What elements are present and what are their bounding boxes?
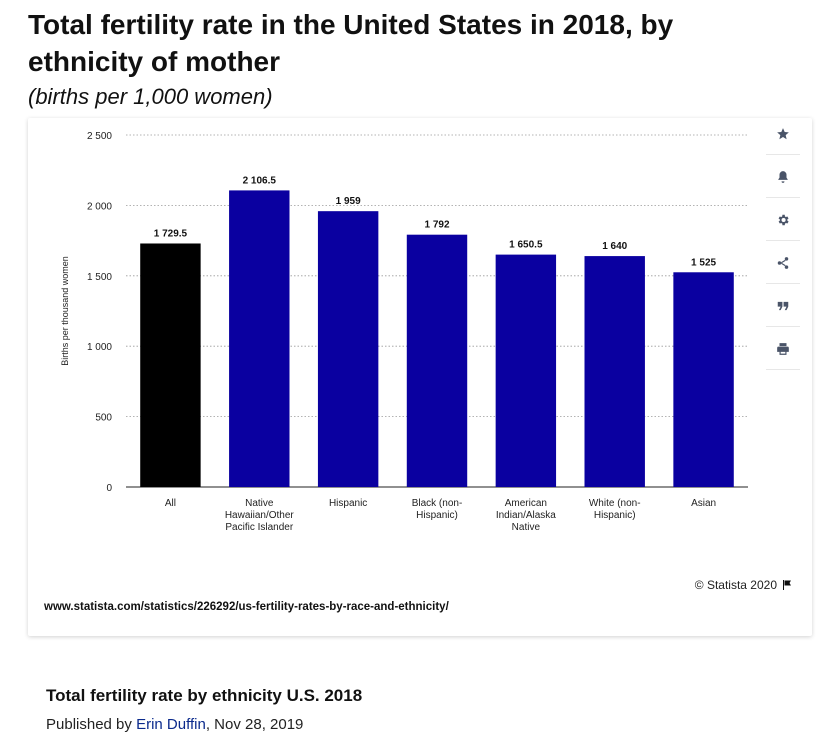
y-tick-label: 0: [106, 483, 112, 494]
settings-button[interactable]: [766, 204, 800, 241]
data-label: 1 792: [424, 220, 449, 231]
star-icon: [776, 127, 790, 146]
bell-icon: [776, 170, 790, 189]
quote-icon: [776, 299, 790, 318]
statistic-title: Total fertility rate by ethnicity U.S. 2…: [46, 686, 363, 705]
bar[interactable]: [229, 190, 290, 488]
x-tick-label: Asian: [691, 498, 716, 509]
copyright-notice: © Statista 2020: [695, 578, 793, 592]
data-label: 1 729.5: [154, 228, 188, 239]
published-line: Published by Erin Duffin, Nov 28, 2019: [46, 716, 303, 733]
x-tick-label: All: [165, 498, 176, 509]
bar-chart: 0 500 1 000 1 500 2 000 2 500 Births per thous…: [60, 131, 748, 533]
gear-icon: [776, 213, 790, 232]
share-icon: [776, 256, 790, 275]
copyright-text: © Statista 2020: [694, 578, 777, 592]
y-tick-label: 1 500: [87, 272, 112, 283]
bar[interactable]: [317, 211, 379, 487]
y-axis-label: Births per thousand women: [60, 256, 70, 366]
x-tick-label: Hispanic: [329, 498, 367, 509]
x-tick-label: Native Hawaiian/Other Pacific Islander: [225, 498, 295, 533]
page-subtitle: (births per 1,000 women): [28, 84, 273, 109]
y-tick-label: 2 500: [87, 131, 112, 142]
x-tick-label: White (non-Hispanic): [589, 498, 641, 521]
published-prefix: Published by: [46, 716, 137, 733]
data-label: 1 640: [602, 241, 627, 252]
x-tick-label: Black (non-Hispanic): [412, 498, 463, 521]
notification-button[interactable]: [766, 161, 800, 198]
data-label: 1 959: [336, 196, 361, 207]
data-label: 1 525: [691, 257, 716, 268]
source-url[interactable]: www.statista.com/statistics/226292/us-fe…: [44, 601, 449, 613]
published-date: , Nov 28, 2019: [205, 716, 304, 733]
bar[interactable]: [584, 256, 645, 487]
y-tick-label: 500: [95, 413, 112, 424]
author-link[interactable]: Erin Duffin: [136, 716, 206, 733]
data-label: 2 106.5: [243, 175, 277, 186]
bar[interactable]: [673, 272, 734, 487]
favorite-button[interactable]: [766, 118, 800, 155]
cite-button[interactable]: [766, 290, 800, 327]
chart-toolbar: [766, 118, 800, 376]
print-icon: [776, 342, 790, 361]
bar[interactable]: [495, 254, 557, 487]
bar[interactable]: [406, 234, 468, 487]
y-tick-label: 1 000: [87, 342, 112, 353]
bar[interactable]: [140, 243, 201, 487]
print-button[interactable]: [766, 333, 800, 370]
share-button[interactable]: [766, 247, 800, 284]
data-label: 1 650.5: [509, 240, 543, 251]
x-tick-label: American Indian/Alaska Native: [496, 498, 556, 533]
y-tick-label: 2 000: [87, 201, 112, 212]
page-title: Total fertility rate in the United State…: [28, 9, 674, 77]
flag-icon[interactable]: [781, 579, 793, 591]
